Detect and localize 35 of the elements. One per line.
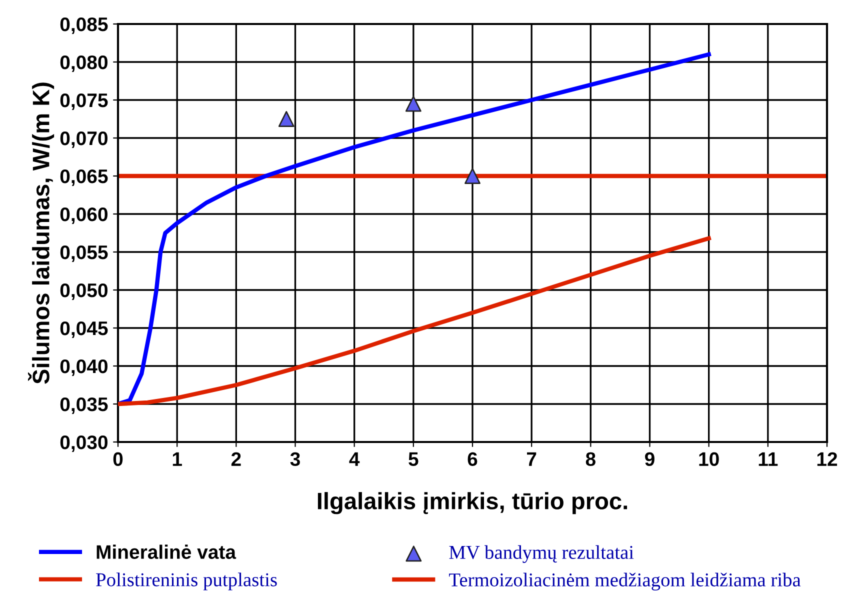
x-tick-label: 6 [468, 452, 478, 466]
x-tick-label: 4 [349, 452, 360, 466]
x-tick-label: 3 [290, 452, 300, 466]
y-tick-label: 0,055 [60, 245, 108, 262]
y-tick-label: 0,045 [60, 321, 108, 338]
line-series [118, 236, 711, 406]
point [405, 96, 422, 112]
x-tick-label: 2 [231, 452, 241, 466]
y-axis-title: Šilumos laidumas, W/(m K) [28, 82, 54, 384]
x-tick-label: 11 [758, 452, 778, 466]
point [464, 168, 480, 184]
legend-label: Termoizoliacinėm medžiagom leidžiama riba [449, 572, 801, 590]
legend-label: Polistireninis putplastis [96, 572, 277, 590]
x-tick-label: 0 [113, 452, 123, 466]
x-tick-label: 7 [527, 452, 536, 466]
x-tick-label: 9 [645, 452, 654, 466]
x-tick-label: 5 [408, 452, 418, 466]
y-tick-label: 0,075 [60, 93, 108, 110]
y-tick-label: 0,080 [60, 55, 108, 72]
y-tick-label: 0,065 [60, 169, 108, 186]
legend-label: MV bandymų rezultatai [449, 545, 634, 563]
x-axis-title: Ilgalaikis įmirkis, tūrio proc. [318, 492, 628, 514]
x-tick-label: 8 [586, 452, 596, 466]
y-tick-label: 0,030 [60, 435, 108, 452]
x-tick-label: 12 [817, 452, 838, 466]
y-tick-label: 0,060 [60, 207, 108, 224]
y-tick-label: 0,035 [60, 397, 108, 414]
legend-label: Mineralinė vata [96, 544, 236, 559]
y-tick-label: 0,085 [60, 17, 108, 34]
point [278, 111, 294, 127]
y-tick-label: 0,040 [60, 359, 108, 376]
y-tick-label: 0,070 [60, 131, 108, 148]
x-tick-label: 1 [172, 452, 182, 466]
x-tick-label: 10 [699, 452, 719, 466]
y-tick-label: 0,050 [60, 283, 108, 300]
